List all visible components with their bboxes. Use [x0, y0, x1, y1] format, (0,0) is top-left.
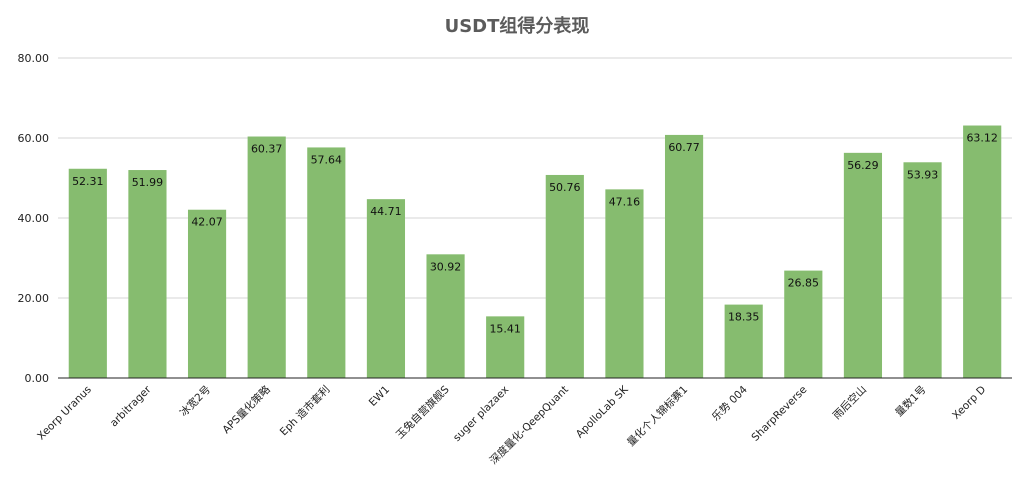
data-label: 57.64: [311, 153, 343, 166]
data-label: 30.92: [430, 260, 462, 273]
y-axis-ticks: 0.00 20.00 40.00 60.00 80.00: [18, 52, 50, 385]
y-tick-label: 60.00: [18, 132, 50, 145]
x-tick-label: Xeorp D: [950, 384, 988, 422]
data-label: 42.07: [191, 216, 223, 229]
x-tick-label: Eph 造市套利: [277, 383, 332, 438]
bar: [664, 134, 704, 378]
data-labels: 52.31 51.99 42.07 60.37 57.64 44.71 30.92 15.41…: [72, 132, 998, 336]
bar: [486, 316, 525, 378]
bar: [187, 209, 227, 378]
bar: [307, 147, 346, 378]
x-tick-label: 量化个人锦标赛1: [624, 383, 690, 449]
x-tick-label: arbitrager: [108, 383, 154, 429]
data-label: 51.99: [132, 176, 164, 189]
x-tick-label: suger plazaex: [451, 384, 511, 444]
data-label: 47.16: [609, 195, 641, 208]
x-tick-label: 雨后空山: [830, 383, 869, 422]
data-label: 56.29: [847, 159, 879, 172]
x-tick-label: 冰宽2号: [177, 383, 213, 419]
bar: [605, 189, 644, 378]
data-label: 52.31: [72, 175, 104, 188]
bar: [843, 152, 883, 378]
x-tick-label: Xeorp Uranus: [35, 384, 94, 443]
data-label: 15.41: [489, 322, 521, 335]
data-label: 26.85: [788, 277, 820, 290]
x-tick-label: SharpReverse: [749, 384, 809, 444]
x-tick-label: ApolloLab SK: [574, 383, 632, 441]
data-label: 53.93: [907, 168, 939, 181]
x-tick-label: APS量化策略: [220, 383, 274, 437]
chart-title: USDT组得分表现: [445, 15, 590, 37]
y-tick-label: 80.00: [18, 52, 50, 65]
data-label: 60.77: [668, 141, 700, 154]
data-label: 44.71: [370, 205, 402, 218]
bar: [784, 270, 823, 378]
bars: [68, 125, 1002, 379]
data-label: 60.37: [251, 143, 283, 156]
bar: [724, 304, 763, 378]
bar: [545, 174, 584, 378]
x-tick-label: 玉兔自营旗舰S: [393, 383, 452, 442]
x-axis-ticks: Xeorp Uranus arbitrager 冰宽2号 APS量化策略 Eph 造市套…: [35, 383, 988, 467]
bar: [963, 125, 1002, 379]
data-label: 18.35: [728, 311, 760, 324]
bar: [68, 168, 107, 378]
data-label: 63.12: [966, 132, 998, 145]
bar: [247, 136, 286, 378]
y-tick-label: 0.00: [25, 372, 50, 385]
x-tick-label: 量数1号: [892, 383, 928, 419]
x-tick-label: EW1: [367, 384, 392, 409]
y-tick-label: 20.00: [18, 292, 50, 305]
bar: [426, 254, 465, 378]
bar: [903, 162, 942, 378]
x-tick-label: 乐势 004: [709, 383, 750, 424]
bar: [366, 199, 406, 378]
bar: [128, 170, 167, 378]
y-tick-label: 40.00: [18, 212, 50, 225]
data-label: 50.76: [549, 181, 581, 194]
